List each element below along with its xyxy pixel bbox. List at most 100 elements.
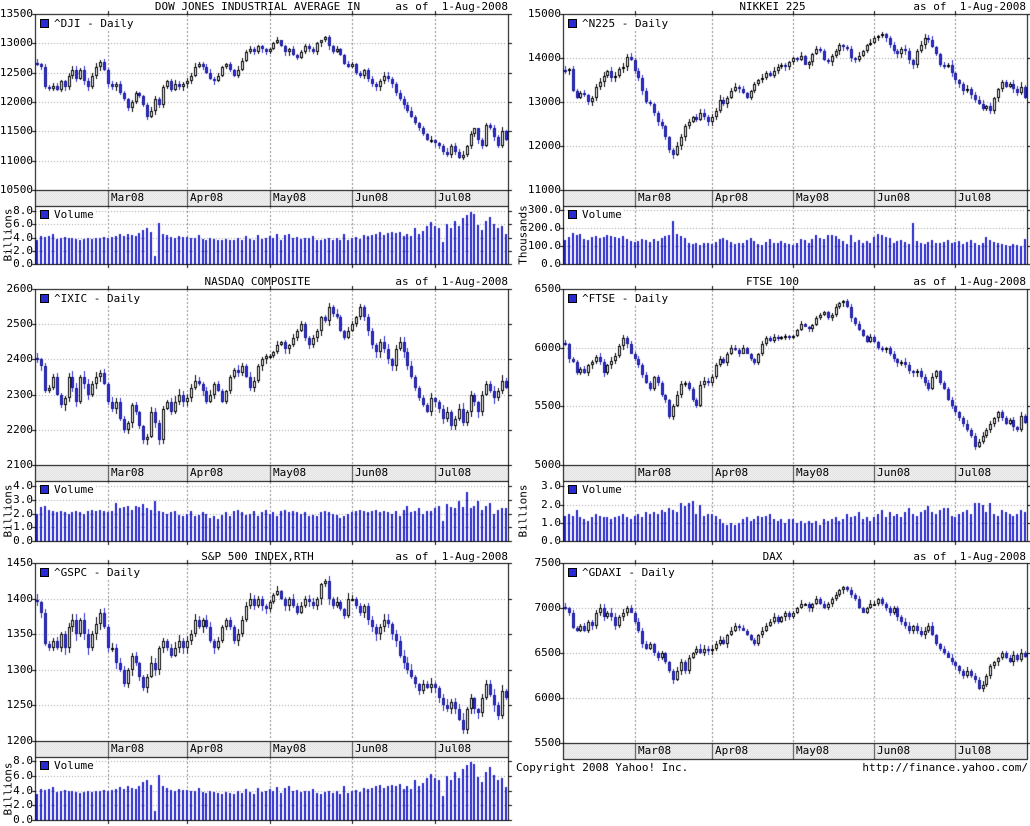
y-axis-tick-label: 2600 [6, 282, 34, 295]
as-of-stamp: as of 1-Aug-2008 [395, 1, 508, 13]
volume-legend: Volume [40, 484, 96, 495]
series-swatch-icon [40, 568, 49, 577]
volume-legend: Volume [40, 209, 96, 220]
x-axis-month-label: May08 [796, 466, 830, 479]
x-axis-month-label: Mar08 [638, 466, 672, 479]
chart-panel-nasdaq: NASDAQ COMPOSITE as of 1-Aug-2008 ^IXIC … [0, 275, 515, 550]
volume-tick-label: 6.0 [13, 769, 33, 782]
volume-swatch-icon [40, 761, 49, 770]
volume-tick-label: 4.0 [13, 231, 33, 244]
x-axis-month-label: Jul08 [958, 466, 992, 479]
as-of-label: as of [913, 0, 947, 13]
x-axis-month-label: Jul08 [438, 466, 472, 479]
x-axis-month-label: May08 [796, 744, 830, 757]
y-axis-tick-label: 11000 [527, 183, 561, 196]
volume-tick-label: 2.0 [13, 244, 33, 257]
volume-label: Volume [582, 483, 622, 496]
y-axis-tick-label: 10500 [0, 183, 33, 196]
copyright-text: Copyright 2008 Yahoo! Inc. [516, 761, 689, 774]
x-axis-month-label: Mar08 [638, 191, 672, 204]
x-axis-month-label: Mar08 [638, 744, 672, 757]
x-axis-month-label: Jul08 [438, 191, 472, 204]
y-axis-tick-label: 5500 [534, 399, 562, 412]
chart-title: DOW JONES INDUSTRIAL AVERAGE IN [154, 0, 361, 13]
chart-panel-dax: DAX as of 1-Aug-2008 ^GDAXI - Daily Copy… [515, 550, 1030, 825]
chart-title: NIKKEI 225 [739, 0, 806, 13]
series-label: ^IXIC - Daily [54, 292, 141, 305]
volume-swatch-icon [568, 210, 577, 219]
volume-tick-label: 8.0 [13, 204, 33, 217]
y-axis-tick-label: 2300 [6, 388, 34, 401]
chart-canvas [0, 275, 515, 550]
volume-unit-label: Billions [516, 484, 530, 538]
volume-legend: Volume [568, 484, 624, 495]
x-axis-month-label: Jun08 [355, 466, 389, 479]
as-of-stamp: as of 1-Aug-2008 [395, 551, 508, 563]
y-axis-tick-label: 15000 [527, 7, 561, 20]
y-axis-tick-label: 7000 [534, 601, 562, 614]
as-of-date: 1-Aug-2008 [959, 275, 1026, 288]
y-axis-tick-label: 2400 [6, 352, 34, 365]
volume-tick-label: 0.0 [541, 534, 561, 547]
chart-title: NASDAQ COMPOSITE [204, 275, 311, 288]
x-axis-month-label: Jul08 [438, 742, 472, 755]
y-axis-tick-label: 1300 [6, 663, 34, 676]
chart-canvas [0, 550, 515, 825]
chart-title: FTSE 100 [746, 275, 799, 288]
volume-tick-label: 1.0 [541, 516, 561, 529]
x-axis-month-label: Apr08 [190, 191, 224, 204]
volume-legend: Volume [568, 209, 624, 220]
as-of-date: 1-Aug-2008 [441, 0, 508, 13]
y-axis-tick-label: 12000 [0, 95, 33, 108]
x-axis-month-label: Apr08 [190, 466, 224, 479]
volume-tick-label: 4.0 [13, 479, 33, 492]
chart-title: S&P 500 INDEX,RTH [201, 550, 314, 563]
x-axis-month-label: Jun08 [355, 191, 389, 204]
as-of-date: 1-Aug-2008 [441, 550, 508, 563]
chart-panel-dow-jones: DOW JONES INDUSTRIAL AVERAGE IN as of 1-… [0, 0, 515, 275]
y-axis-tick-label: 1450 [6, 556, 34, 569]
y-axis-tick-label: 11000 [0, 154, 33, 167]
chart-canvas [515, 275, 1030, 550]
volume-swatch-icon [568, 485, 577, 494]
y-axis-tick-label: 1350 [6, 627, 34, 640]
x-axis-month-label: Jun08 [877, 191, 911, 204]
volume-label: Volume [54, 483, 94, 496]
volume-swatch-icon [40, 210, 49, 219]
series-swatch-icon [40, 19, 49, 28]
series-legend: ^DJI - Daily [40, 17, 136, 30]
as-of-stamp: as of 1-Aug-2008 [395, 276, 508, 288]
as-of-stamp: as of 1-Aug-2008 [913, 551, 1026, 563]
volume-legend: Volume [40, 760, 96, 771]
volume-tick-label: 2.0 [13, 507, 33, 520]
y-axis-tick-label: 13000 [527, 95, 561, 108]
volume-tick-label: 2.0 [541, 498, 561, 511]
y-axis-tick-label: 1250 [6, 698, 34, 711]
volume-tick-label: 4.0 [13, 784, 33, 797]
series-swatch-icon [40, 294, 49, 303]
x-axis-month-label: Jul08 [958, 744, 992, 757]
series-legend: ^GSPC - Daily [40, 566, 143, 579]
x-axis-month-label: May08 [796, 191, 830, 204]
x-axis-month-label: Apr08 [190, 742, 224, 755]
volume-label: Volume [54, 759, 94, 772]
y-axis-tick-label: 6000 [534, 691, 562, 704]
volume-tick-label: 1.0 [13, 520, 33, 533]
volume-tick-label: 6.0 [13, 217, 33, 230]
y-axis-tick-label: 2500 [6, 317, 34, 330]
as-of-date: 1-Aug-2008 [441, 275, 508, 288]
x-axis-month-label: Jul08 [958, 191, 992, 204]
series-label: ^GSPC - Daily [54, 566, 141, 579]
as-of-date: 1-Aug-2008 [959, 550, 1026, 563]
chart-panel-sp500: S&P 500 INDEX,RTH as of 1-Aug-2008 ^GSPC… [0, 550, 515, 826]
y-axis-tick-label: 6500 [534, 282, 562, 295]
chart-canvas [515, 0, 1030, 275]
chart-panel-nikkei: NIKKEI 225 as of 1-Aug-2008 ^N225 - Dail… [515, 0, 1030, 275]
series-label: ^DJI - Daily [54, 17, 134, 30]
chart-title: DAX [762, 550, 783, 563]
as-of-label: as of [395, 275, 429, 288]
y-axis-tick-label: 13500 [0, 7, 33, 20]
x-axis-month-label: Mar08 [111, 742, 145, 755]
x-axis-month-label: May08 [273, 742, 307, 755]
y-axis-tick-label: 13000 [0, 36, 33, 49]
